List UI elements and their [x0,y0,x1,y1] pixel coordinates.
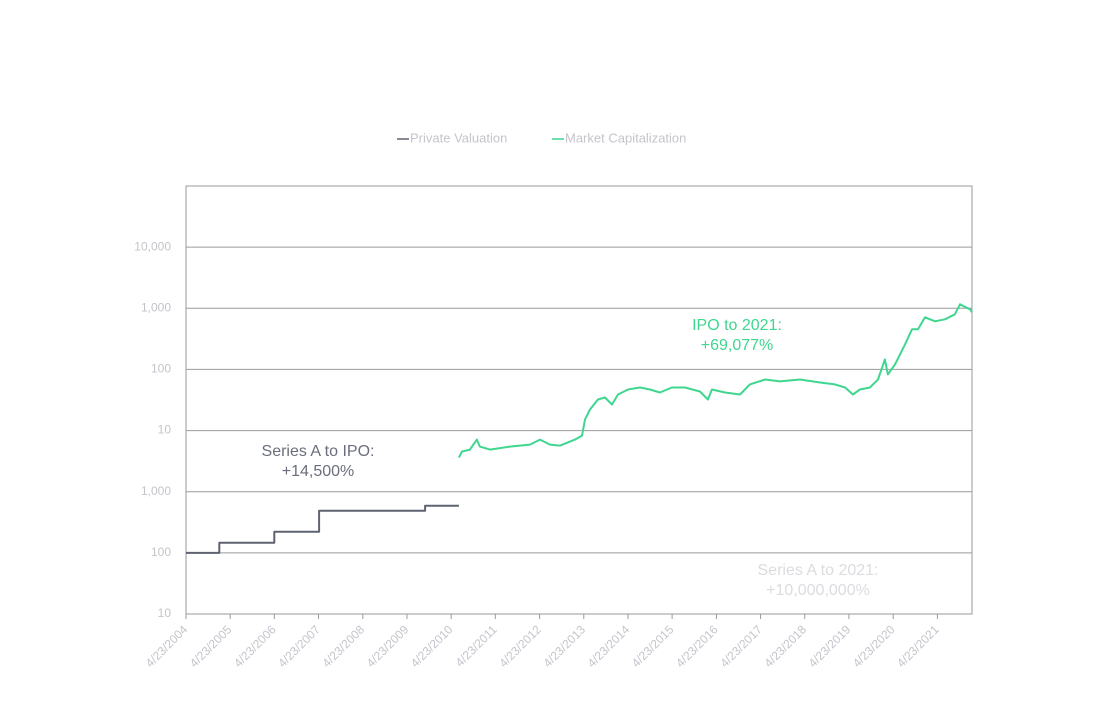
y-tick-label: 1,000 [141,484,171,498]
x-tick-label: 4/23/2021 [894,622,942,670]
x-tick-label: 4/23/2012 [496,622,544,670]
x-tick-label: 4/23/2019 [806,622,854,670]
y-tick-label: 100 [151,362,171,376]
y-tick-label: 10 [158,423,172,437]
annotation: +10,000,000% [766,582,870,599]
x-tick-label: 4/23/2009 [364,622,412,670]
x-tick-label: 4/23/2020 [850,622,898,670]
x-tick-label: 4/23/2004 [143,622,191,670]
y-tick-label: 10,000 [134,239,171,253]
x-tick-label: 4/23/2015 [629,622,677,670]
x-tick-label: 4/23/2016 [673,622,721,670]
annotation: Series A to IPO: [262,443,375,460]
legend-label: Private Valuation [410,130,507,145]
plot-frame [185,185,973,615]
x-tick-label: 4/23/2005 [187,622,235,670]
x-tick-label: 4/23/2011 [453,622,500,669]
y-tick-label: 100 [151,545,171,559]
x-tick-label: 4/23/2017 [717,622,765,670]
x-tick-label: 4/23/2018 [761,622,809,670]
x-tick-label: 4/23/2006 [231,622,279,670]
x-tick-label: 4/23/2013 [540,622,588,670]
series-line [458,303,973,459]
x-tick-label: 4/23/2007 [275,622,323,670]
x-tick-label: 4/23/2008 [320,622,368,670]
x-tick-label: 4/23/2010 [408,622,456,670]
annotation: +14,500% [282,463,355,480]
annotation: IPO to 2021: [692,317,782,334]
legend-label: Market Capitalization [565,130,686,145]
y-tick-label: 10 [158,606,172,620]
series-line [186,504,459,554]
annotation: +69,077% [701,337,774,354]
annotation: Series A to 2021: [758,562,879,579]
y-tick-label: 1,000 [141,300,171,314]
x-tick-label: 4/23/2014 [585,622,633,670]
